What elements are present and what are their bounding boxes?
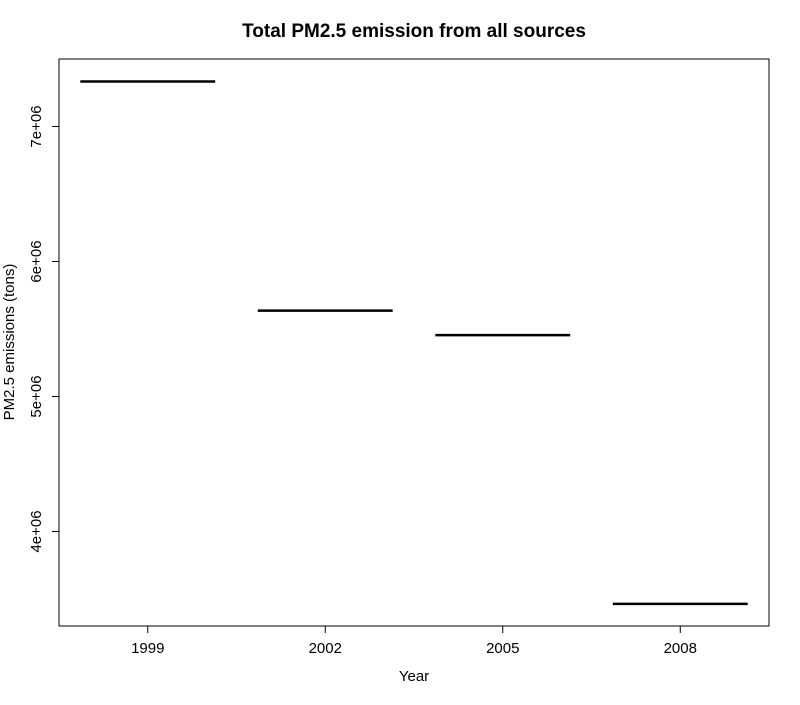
- y-tick-label: 5e+06: [28, 375, 45, 417]
- x-axis-label: Year: [399, 668, 429, 685]
- y-axis-label: PM2.5 emissions (tons): [1, 264, 18, 421]
- plot-frame: [58, 58, 770, 627]
- x-tick-label: 1999: [131, 640, 164, 657]
- y-tick-label: 4e+06: [28, 510, 45, 552]
- chart-title: Total PM2.5 emission from all sources: [242, 21, 586, 42]
- x-axis: 1999 2002 2005 2008: [131, 626, 697, 657]
- y-axis: 4e+06 5e+06 6e+06 7e+06: [28, 105, 60, 553]
- x-tick-label: 2005: [486, 640, 519, 657]
- y-tick-label: 7e+06: [28, 105, 45, 147]
- y-tick-label: 6e+06: [28, 240, 45, 282]
- bars-group: [80, 80, 748, 606]
- x-tick-label: 2008: [664, 640, 697, 657]
- x-tick-label: 2002: [309, 640, 342, 657]
